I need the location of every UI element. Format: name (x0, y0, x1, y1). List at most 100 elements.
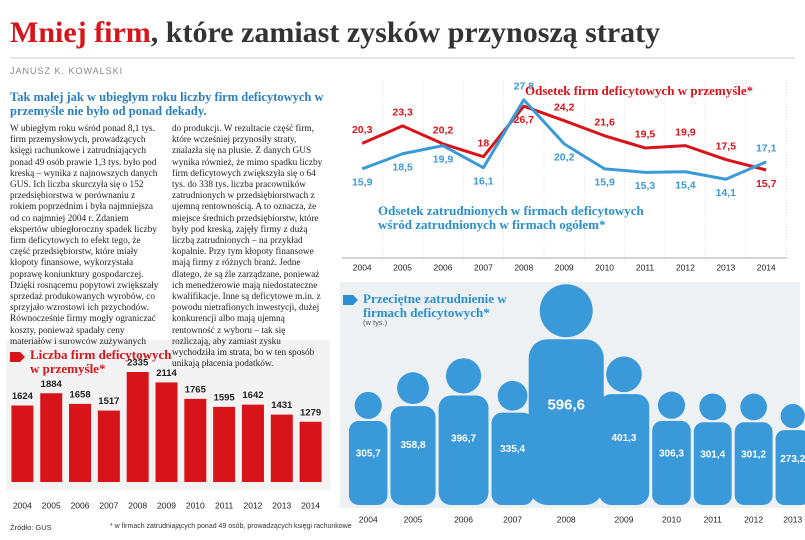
value-label: 26,7 (514, 114, 535, 126)
x-tick-label: 2004 (359, 514, 378, 524)
bar (69, 403, 92, 482)
x-tick-label: 2004 (353, 262, 372, 272)
x-tick-label: 2007 (503, 514, 522, 524)
person-head (445, 358, 482, 394)
x-tick-label: 2014 (301, 500, 320, 510)
value-label: 19,9 (433, 153, 454, 165)
value-label: 401,3 (611, 433, 636, 444)
value-label: 23,3 (392, 107, 413, 119)
x-tick-label: 2006 (71, 500, 90, 510)
person-body (491, 412, 534, 505)
value-label: 306,3 (659, 449, 684, 460)
person-body (734, 422, 773, 505)
person (734, 393, 773, 505)
x-tick-label: 2013 (272, 500, 291, 510)
value-label: 335,4 (500, 444, 525, 455)
x-tick-label: 2010 (186, 500, 205, 510)
bar (126, 372, 149, 482)
bar (184, 398, 207, 482)
x-tick-label: 2009 (615, 514, 634, 524)
person-body (528, 339, 604, 505)
person (693, 393, 732, 505)
value-label: 1279 (300, 407, 321, 418)
value-label: 301,4 (700, 449, 725, 460)
footnote: * w firmach zatrudniających ponad 49 osó… (110, 523, 352, 530)
article-column: W ubiegłym roku wśród ponad 8,1 tys. fir… (10, 124, 159, 347)
value-label: 1884 (41, 379, 63, 390)
author: JANUSZ K. KOWALSKI (10, 66, 124, 76)
x-tick-label: 2010 (662, 514, 681, 524)
bar-title: Liczba firm deficytowych w przemyśle* (30, 347, 172, 376)
value-label: 15,9 (352, 177, 373, 189)
legend-blue: Odsetek zatrudnionych w firmach deficyto… (378, 203, 644, 232)
bar (40, 393, 63, 482)
x-tick-label: 2012 (243, 500, 262, 510)
value-label: 20,3 (352, 124, 373, 136)
value-label: 2114 (156, 368, 177, 379)
x-tick-label: 2008 (128, 500, 147, 510)
x-tick-label: 2009 (157, 500, 176, 510)
bar (11, 405, 34, 482)
value-label: 14,1 (716, 187, 737, 199)
value-label: 1658 (69, 389, 90, 400)
article-column: do produkcji. W rezultacie część firm, k… (172, 124, 323, 370)
x-tick-label: 2009 (555, 262, 574, 272)
person-body (652, 420, 691, 505)
x-tick-label: 2011 (704, 514, 723, 524)
person (528, 284, 604, 505)
x-tick-label: 2004 (13, 500, 32, 510)
person (390, 372, 436, 505)
x-tick-label: 2011 (215, 500, 234, 510)
bar (155, 382, 178, 482)
source: Źródło: GUS (10, 523, 52, 532)
person-body (390, 406, 436, 505)
person-body (775, 430, 805, 505)
pictogram-title: Przeciętne zatrudnienie w firmach deficy… (363, 291, 507, 320)
x-tick-label: 2005 (404, 514, 423, 524)
x-tick-label: 2007 (99, 500, 118, 510)
bar (97, 410, 120, 482)
value-label: 358,8 (401, 440, 426, 451)
value-label: 305,7 (356, 449, 381, 460)
value-label: 1765 (185, 384, 207, 395)
person-head (657, 391, 686, 419)
x-tick-label: 2012 (676, 262, 695, 272)
person (438, 358, 489, 505)
headline: Mniej firm, które zamiast zysków przynos… (10, 16, 660, 50)
bar (299, 421, 322, 482)
arrow (10, 352, 25, 362)
value-label: 1624 (12, 391, 34, 402)
person (775, 403, 805, 505)
person-head (780, 403, 805, 429)
arrow (343, 295, 358, 305)
x-tick-label: 2013 (716, 262, 735, 272)
line (361, 104, 767, 172)
value-label: 1595 (214, 392, 236, 403)
value-label: 17,5 (716, 140, 737, 152)
person-head (354, 391, 382, 420)
person-head (397, 372, 429, 405)
x-tick-label: 2006 (434, 262, 453, 272)
x-tick-label: 2005 (393, 262, 412, 272)
value-label: 18 (478, 137, 490, 149)
value-label: 21,6 (594, 117, 615, 129)
lead: Tak małej jak w ubiegłym roku liczby fir… (10, 90, 324, 118)
person (652, 391, 691, 505)
person-head (606, 356, 642, 393)
value-label: 1642 (242, 390, 263, 401)
bar (270, 414, 293, 482)
value-label: 19,9 (675, 126, 696, 138)
value-label: 1431 (271, 400, 293, 411)
person-body (438, 395, 489, 505)
person-head (740, 393, 767, 421)
value-label: 1517 (98, 396, 119, 407)
pictogram-unit: (w tys.) (363, 318, 388, 327)
x-tick-label: 2006 (454, 514, 473, 524)
x-tick-label: 2013 (783, 514, 802, 524)
person-head (497, 380, 528, 411)
value-label: 273,2 (780, 454, 805, 465)
headline-rest: , które zamiast zysków przynoszą straty (150, 16, 661, 49)
line (361, 98, 767, 181)
x-tick-label: 2010 (595, 262, 614, 272)
